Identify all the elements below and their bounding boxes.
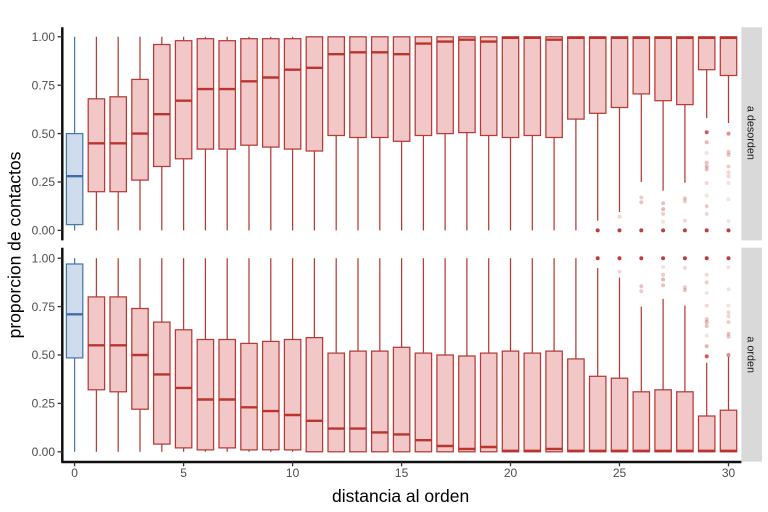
svg-text:1.00: 1.00 — [32, 30, 56, 44]
svg-text:distancia al orden: distancia al orden — [332, 486, 469, 506]
svg-text:0.75: 0.75 — [32, 78, 56, 92]
svg-text:0.00: 0.00 — [32, 445, 56, 459]
svg-text:0.25: 0.25 — [32, 397, 56, 411]
svg-text:10: 10 — [286, 466, 300, 480]
svg-text:a desorden: a desorden — [744, 106, 756, 160]
svg-text:0.75: 0.75 — [32, 300, 56, 314]
svg-text:30: 30 — [722, 466, 736, 480]
svg-text:5: 5 — [180, 466, 187, 480]
svg-text:20: 20 — [504, 466, 518, 480]
svg-text:a orden: a orden — [744, 336, 756, 373]
svg-text:proporcion de contactos: proporcion de contactos — [5, 151, 25, 338]
svg-text:0.50: 0.50 — [32, 127, 56, 141]
svg-text:15: 15 — [395, 466, 409, 480]
svg-text:0.25: 0.25 — [32, 175, 56, 189]
svg-text:0.50: 0.50 — [32, 348, 56, 362]
svg-text:0: 0 — [71, 466, 78, 480]
svg-text:0.00: 0.00 — [32, 224, 56, 238]
svg-text:1.00: 1.00 — [32, 251, 56, 265]
svg-text:25: 25 — [613, 466, 627, 480]
